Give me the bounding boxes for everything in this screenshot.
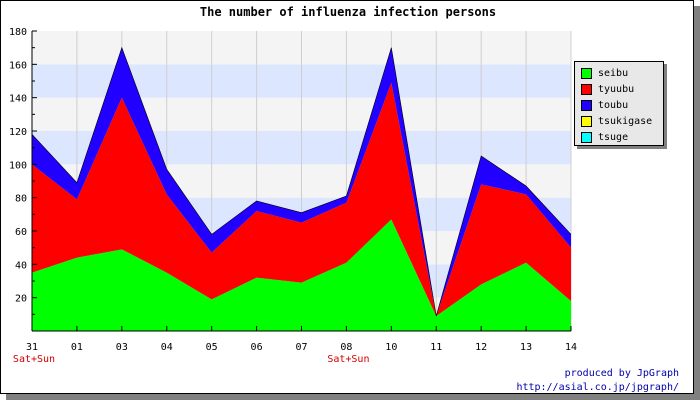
legend-item-seibu: seibu bbox=[581, 65, 663, 81]
legend-label: tsukigase bbox=[598, 115, 653, 127]
legend: seibu tyuubu toubu tsukigase tsuge bbox=[574, 61, 664, 146]
legend-swatch bbox=[581, 83, 592, 95]
chart-canvas: The number of influenza infection person… bbox=[0, 0, 694, 394]
x-tick-label: 11 bbox=[430, 342, 442, 353]
y-tick-label: 140 bbox=[9, 94, 27, 105]
area-outline bbox=[31, 46, 572, 317]
y-tick-label: 160 bbox=[9, 60, 27, 71]
x-tick-label: 01 bbox=[71, 342, 83, 353]
x-tick-label: 04 bbox=[161, 342, 173, 353]
y-tick-label: 40 bbox=[15, 260, 27, 271]
footer-produced-by: produced by JpGraph bbox=[564, 368, 679, 379]
legend-swatch bbox=[581, 115, 592, 127]
y-tick-label: 120 bbox=[9, 127, 27, 138]
y-tick-label: 180 bbox=[9, 27, 27, 38]
x-tick-label: 14 bbox=[565, 342, 577, 353]
y-tick-label: 20 bbox=[15, 294, 27, 305]
y-tick-label: 60 bbox=[15, 227, 27, 238]
x-tick-label: 10 bbox=[385, 342, 397, 353]
frame-shadow-bottom bbox=[6, 394, 700, 400]
legend-item-tsuge: tsuge bbox=[581, 129, 663, 145]
legend-label: tyuubu bbox=[598, 83, 635, 95]
frame-shadow-right bbox=[694, 6, 700, 400]
x-tick-label: 12 bbox=[475, 342, 487, 353]
legend-swatch bbox=[581, 99, 592, 111]
x-tick-label: 03 bbox=[116, 342, 128, 353]
legend-item-toubu: toubu bbox=[581, 97, 663, 113]
chart-title: The number of influenza infection person… bbox=[199, 5, 497, 19]
area-series-tyuubu bbox=[32, 82, 571, 316]
legend-label: seibu bbox=[598, 67, 629, 79]
y-tick-label: 80 bbox=[15, 194, 27, 205]
x-tick-label: 13 bbox=[520, 342, 532, 353]
legend-swatch bbox=[581, 131, 592, 143]
x-tick-label: 07 bbox=[295, 342, 307, 353]
y-tick-label: 100 bbox=[9, 160, 27, 171]
legend-label: tsuge bbox=[598, 131, 629, 143]
x-sub-label: Sat+Sun bbox=[13, 354, 55, 365]
legend-swatch bbox=[581, 67, 592, 79]
area-series-seibu bbox=[32, 219, 571, 331]
legend-item-tyuubu: tyuubu bbox=[581, 81, 663, 97]
x-tick-label: 08 bbox=[340, 342, 352, 353]
x-tick-label: 31 bbox=[26, 342, 38, 353]
footer-url[interactable]: http://asial.co.jp/jpgraph/ bbox=[516, 382, 679, 393]
x-tick-label: 06 bbox=[251, 342, 263, 353]
x-sub-label: Sat+Sun bbox=[327, 354, 369, 365]
legend-item-tsukigase: tsukigase bbox=[581, 113, 663, 129]
footer: produced by JpGraph http://asial.co.jp/j… bbox=[516, 367, 679, 395]
legend-label: toubu bbox=[598, 99, 629, 111]
x-tick-label: 05 bbox=[206, 342, 218, 353]
